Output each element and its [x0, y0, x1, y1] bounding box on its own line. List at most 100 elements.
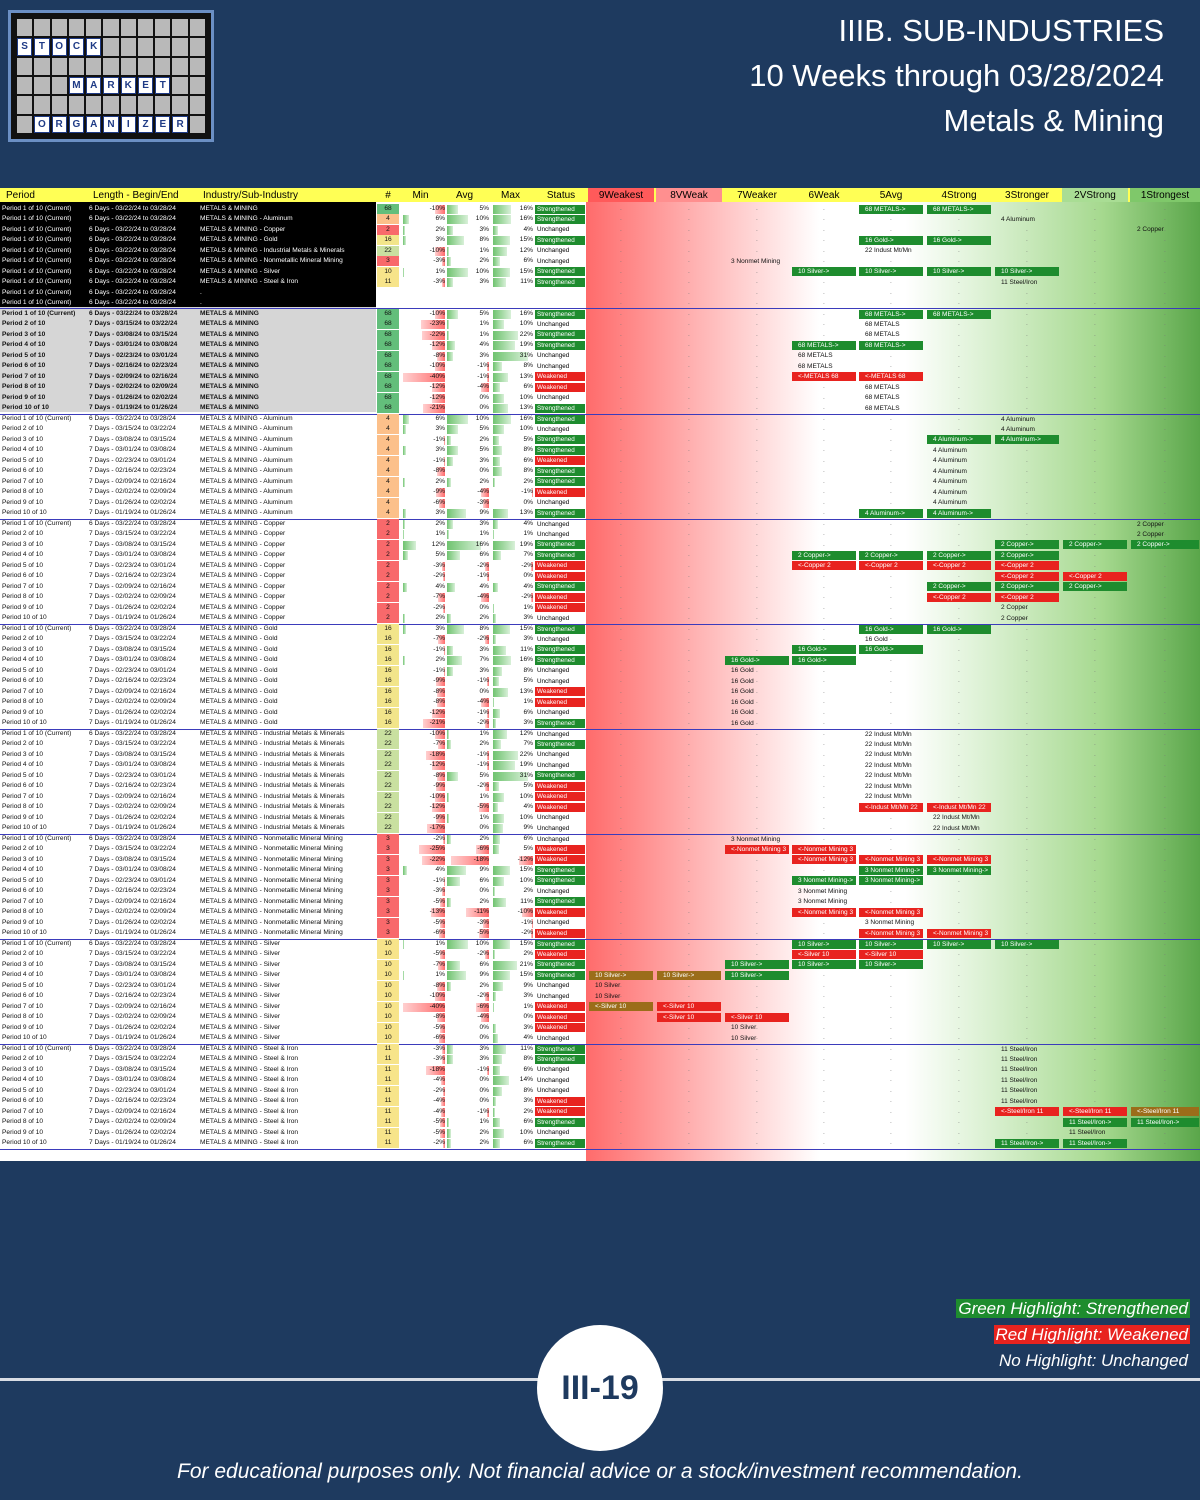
logo-tile — [155, 57, 171, 75]
empty-dot: . — [823, 897, 825, 905]
industry-cell: METALS & MINING - Industrial Metals & Mi… — [200, 792, 345, 800]
industry-cell: METALS & MINING - Industrial Metals & Mi… — [200, 740, 345, 748]
empty-dot: . — [1164, 782, 1166, 790]
value-bar — [447, 582, 456, 592]
length-cell: 6 Days - 03/22/24 to 03/28/24 — [89, 246, 176, 254]
length-cell: 7 Days - 01/26/24 to 02/02/24 — [89, 603, 176, 611]
empty-dot: . — [958, 383, 960, 391]
count-cell: 68 — [377, 350, 399, 361]
empty-dot: . — [1094, 918, 1096, 926]
industry-cell: METALS & MINING — [200, 310, 259, 317]
empty-dot: . — [756, 582, 758, 590]
rank-highlight: 10 Silver-> — [725, 960, 789, 970]
empty-dot: . — [1094, 1023, 1096, 1031]
empty-dot: . — [823, 918, 825, 926]
empty-dot: . — [620, 351, 622, 359]
empty-dot: . — [620, 666, 622, 674]
rank-highlight: 11 Steel/Iron — [1001, 1066, 1038, 1074]
rank-highlight: 11 Steel/Iron — [1001, 1097, 1038, 1105]
empty-dot: . — [620, 393, 622, 401]
empty-dot: . — [1026, 614, 1028, 622]
empty-dot: . — [756, 645, 758, 653]
empty-dot: . — [1026, 771, 1028, 779]
empty-dot: . — [1094, 792, 1096, 800]
status-cell: Weakened — [535, 802, 585, 812]
empty-dot: . — [958, 971, 960, 979]
max-cell: 10% — [519, 813, 533, 821]
empty-dot: . — [1094, 310, 1096, 317]
empty-dot: . — [688, 1118, 690, 1126]
empty-dot: . — [1164, 1076, 1166, 1084]
empty-dot: . — [890, 740, 892, 748]
industry-cell: METALS & MINING - Copper — [200, 561, 286, 569]
value-bar — [447, 960, 460, 970]
empty-dot: . — [1026, 698, 1028, 706]
industry-cell: METALS & MINING - Steel & Iron — [200, 1107, 299, 1115]
empty-dot: . — [756, 383, 758, 391]
max-cell: 8% — [523, 1086, 533, 1094]
empty-dot: . — [756, 1107, 758, 1115]
empty-dot: . — [756, 625, 758, 632]
length-cell: 7 Days - 02/16/24 to 02/23/24 — [89, 782, 176, 790]
max-cell: 2% — [523, 950, 533, 958]
length-cell: 7 Days - 02/16/24 to 02/23/24 — [89, 887, 176, 895]
status-cell: Unchanged — [537, 1087, 570, 1095]
period-cell: Period 4 of 10 — [2, 1076, 44, 1084]
count-cell: 10 — [377, 939, 399, 949]
value-bar — [530, 593, 533, 603]
empty-dot: . — [1026, 205, 1028, 212]
min-cell: -13% — [429, 908, 445, 916]
count-cell: 22 — [377, 812, 399, 823]
empty-dot: . — [1094, 1034, 1096, 1042]
empty-dot: . — [620, 625, 622, 632]
min-cell: 4% — [435, 866, 445, 874]
empty-dot: . — [688, 236, 690, 244]
length-cell: 6 Days - 03/22/24 to 03/28/24 — [89, 215, 176, 223]
value-bar — [493, 1065, 500, 1075]
empty-dot: . — [1164, 918, 1166, 926]
empty-dot: . — [688, 708, 690, 716]
empty-dot: . — [890, 351, 892, 359]
min-cell: -17% — [429, 824, 445, 832]
length-cell: 7 Days - 01/26/24 to 02/02/24 — [89, 1023, 176, 1031]
industry-cell: METALS & MINING - Steel & Iron — [200, 1045, 299, 1052]
empty-dot: . — [620, 1086, 622, 1094]
empty-dot: . — [823, 572, 825, 580]
value-bar — [493, 415, 512, 424]
empty-dot: . — [1094, 992, 1096, 1000]
empty-dot: . — [1094, 551, 1096, 559]
empty-dot: . — [620, 855, 622, 863]
empty-dot: . — [688, 267, 690, 275]
empty-dot: . — [1164, 908, 1166, 916]
value-bar — [426, 750, 445, 760]
max-cell: 19% — [519, 761, 533, 769]
value-bar — [403, 530, 405, 540]
period-cell: Period 2 of 10 — [2, 425, 44, 433]
industry-cell: METALS & MINING — [200, 383, 259, 391]
min-cell: -9% — [433, 813, 445, 821]
length-cell: 7 Days - 02/09/24 to 02/16/24 — [89, 792, 176, 800]
avg-cell: 3% — [479, 645, 489, 653]
value-bar — [493, 876, 505, 886]
logo-tile — [189, 57, 205, 75]
value-bar — [447, 1045, 454, 1054]
empty-dot: . — [958, 1002, 960, 1010]
period-cell: Period 3 of 10 — [2, 750, 44, 758]
count-cell: 68 — [377, 309, 399, 319]
empty-dot: . — [688, 351, 690, 359]
empty-dot: . — [1164, 656, 1166, 664]
value-bar — [437, 635, 445, 645]
empty-dot: . — [823, 215, 825, 223]
empty-dot: . — [1094, 782, 1096, 790]
spreadsheet: Period Length - Begin/End Industry/Sub-Ind… — [0, 188, 1200, 1161]
empty-dot: . — [756, 897, 758, 905]
count-cell: 16 — [377, 655, 399, 666]
value-bar — [493, 351, 529, 361]
empty-dot: . — [1094, 488, 1096, 496]
empty-dot: . — [1026, 803, 1028, 811]
logo-letter: E — [155, 115, 171, 133]
min-cell: 3% — [435, 625, 445, 632]
status-cell: Unchanged — [537, 1066, 570, 1074]
empty-dot: . — [890, 635, 892, 643]
status-cell: Unchanged — [537, 835, 570, 843]
